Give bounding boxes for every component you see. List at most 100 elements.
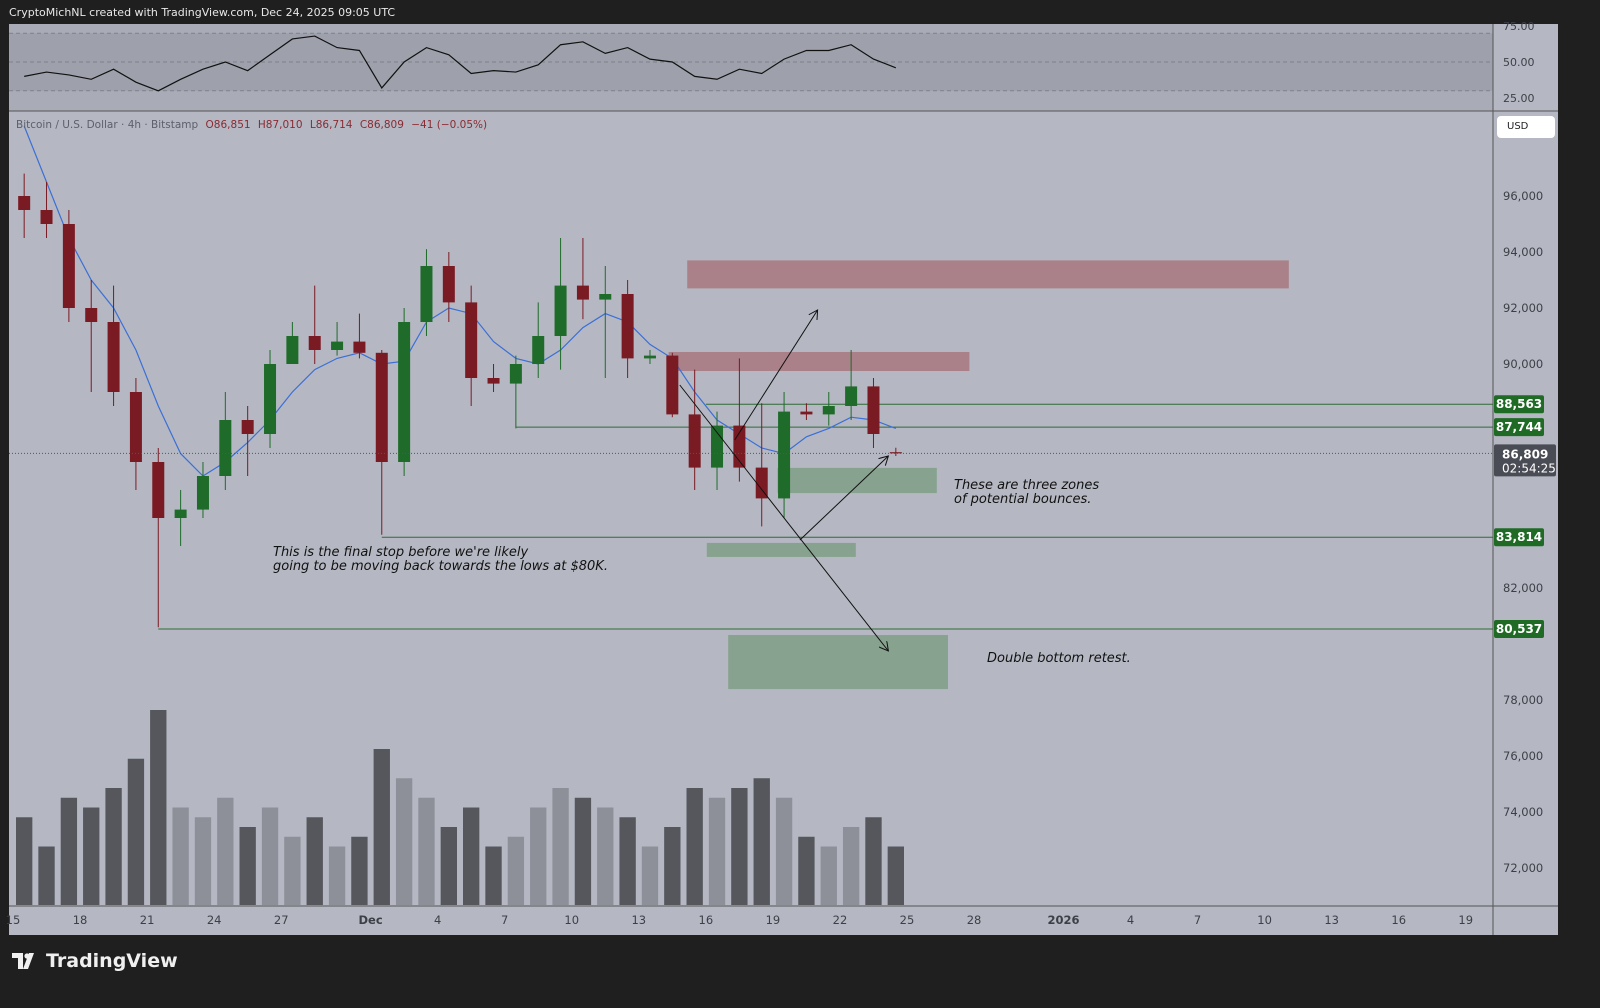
price-tick-label: 76,000 xyxy=(1503,749,1543,763)
volume-bar xyxy=(664,827,681,905)
candle-body xyxy=(643,355,656,359)
chart-credit: CryptoMichNL created with TradingView.co… xyxy=(9,6,396,19)
volume-bar xyxy=(306,817,323,905)
candle-body xyxy=(845,386,858,406)
volume-bar xyxy=(105,788,122,905)
volume-bar xyxy=(16,817,33,905)
volume-bar xyxy=(38,846,55,905)
candle-body xyxy=(219,420,232,476)
candle-body xyxy=(129,392,142,462)
rsi-tick-label: 25.00 xyxy=(1503,92,1535,105)
level-label: 88,563 xyxy=(1496,397,1542,411)
level-label: 87,744 xyxy=(1496,420,1542,434)
candle-body xyxy=(465,302,478,378)
candle-body xyxy=(532,336,545,364)
candle-body xyxy=(599,294,612,300)
price-tick-label: 74,000 xyxy=(1503,805,1543,819)
legend-close: C86,809 xyxy=(359,119,404,131)
time-tick-label: 10 xyxy=(1257,913,1272,927)
volume-bar xyxy=(619,817,636,905)
volume-bar xyxy=(708,797,726,905)
rsi-tick-label: 75.00 xyxy=(1503,20,1535,33)
volume-bar xyxy=(530,807,547,905)
level-label-bg xyxy=(1494,395,1544,414)
time-tick-label: 7 xyxy=(1194,913,1201,927)
time-tick-label: 25 xyxy=(900,913,915,927)
candle-body xyxy=(85,308,98,322)
note-final-stop: This is the final stop before we're like… xyxy=(273,545,608,574)
candle-body xyxy=(308,336,321,350)
candle-body xyxy=(621,294,634,359)
volume-bar xyxy=(328,846,346,905)
candle-body xyxy=(755,467,768,499)
candle-body xyxy=(196,476,209,510)
time-tick-label: 13 xyxy=(631,913,646,927)
legend-low: L86,714 xyxy=(309,119,353,131)
volume-bar xyxy=(686,788,703,905)
volume-bar xyxy=(351,836,368,905)
volume-bar xyxy=(395,778,413,905)
legend-change: −41 (−0.05%) xyxy=(411,119,488,131)
candle-body xyxy=(487,378,500,384)
candle-body xyxy=(442,266,455,303)
time-tick-label: 22 xyxy=(833,913,848,927)
time-tick-label: 2026 xyxy=(1047,913,1079,927)
volume-bar xyxy=(261,807,279,905)
candle-body xyxy=(18,196,31,210)
volume-bar xyxy=(865,817,882,905)
rsi-tick-label: 50.00 xyxy=(1503,56,1535,69)
volume-bar xyxy=(775,797,793,905)
candle-body xyxy=(62,224,75,308)
volume-bar xyxy=(150,710,167,905)
countdown-label: 02:54:25 xyxy=(1502,461,1556,475)
volume-bar xyxy=(507,836,525,905)
legend-high: H87,010 xyxy=(257,119,303,131)
candle-body xyxy=(822,406,835,415)
price-tick-label: 82,000 xyxy=(1503,581,1543,595)
support-zone xyxy=(777,467,937,494)
trend-arrow xyxy=(734,310,818,441)
volume-bar xyxy=(418,797,435,905)
candle-body xyxy=(331,341,344,350)
time-tick-label: 16 xyxy=(1391,913,1406,927)
volume-bar xyxy=(239,827,256,905)
candle-body xyxy=(353,341,366,353)
candle-body xyxy=(778,411,791,499)
volume-bar xyxy=(820,846,837,905)
tradingview-logo[interactable]: TradingView xyxy=(12,950,178,972)
candle-body xyxy=(40,210,53,224)
moving-average-line xyxy=(23,125,897,477)
price-tick-label: 78,000 xyxy=(1503,693,1543,707)
candle-body xyxy=(241,420,254,434)
currency-button[interactable]: USD xyxy=(1497,116,1555,138)
volume-bar xyxy=(194,817,212,905)
candle-body xyxy=(152,462,165,518)
price-tick-label: 94,000 xyxy=(1503,245,1543,259)
volume-bar xyxy=(217,797,234,905)
time-tick-label: 27 xyxy=(274,913,289,927)
candle-body xyxy=(398,322,411,462)
brand-name: TradingView xyxy=(46,950,178,972)
volume-bar xyxy=(440,827,457,905)
price-tick-label: 92,000 xyxy=(1503,301,1543,315)
symbol-name: Bitcoin / U.S. Dollar · 4h · Bitstamp xyxy=(16,119,199,131)
candle-body xyxy=(286,336,299,364)
trend-arrow xyxy=(679,384,889,651)
note-three-zones: These are three zones of potential bounc… xyxy=(954,478,1100,507)
candle-body xyxy=(576,285,589,300)
current-price-label: 86,809 xyxy=(1502,447,1548,461)
volume-bar xyxy=(485,846,502,905)
tradingview-logo-icon xyxy=(12,953,34,969)
volume-bar xyxy=(731,788,748,905)
volume-bar xyxy=(887,846,904,905)
volume-bar xyxy=(798,836,815,905)
time-tick-label: 18 xyxy=(73,913,88,927)
time-tick-label: 21 xyxy=(140,913,155,927)
level-label: 83,814 xyxy=(1496,530,1542,544)
volume-bar xyxy=(373,749,390,905)
level-label: 80,537 xyxy=(1496,622,1542,636)
level-label-bg xyxy=(1494,418,1544,437)
time-tick-label: Dec xyxy=(359,913,383,927)
candle-body xyxy=(554,285,567,336)
